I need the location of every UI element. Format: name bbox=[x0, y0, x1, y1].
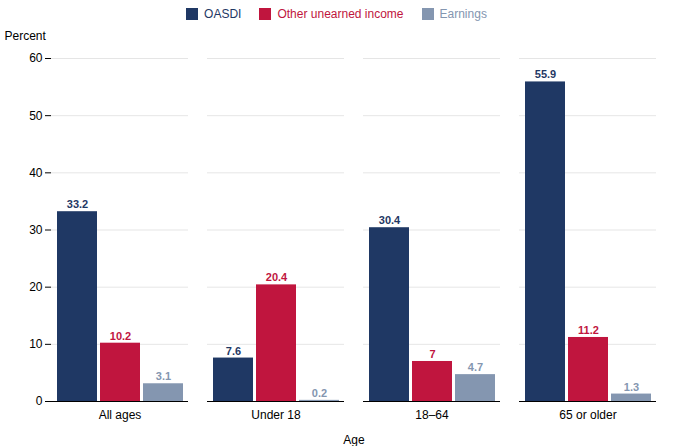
svg-text:Percent: Percent bbox=[5, 29, 47, 43]
svg-text:20: 20 bbox=[29, 280, 43, 294]
svg-text:20.4: 20.4 bbox=[266, 271, 288, 283]
svg-text:55.9: 55.9 bbox=[535, 68, 556, 80]
svg-text:10.2: 10.2 bbox=[110, 330, 131, 342]
svg-text:33.2: 33.2 bbox=[67, 198, 88, 210]
svg-text:Under 18: Under 18 bbox=[251, 408, 301, 422]
svg-text:7.6: 7.6 bbox=[226, 345, 241, 357]
html-text:Earnings: Earnings bbox=[439, 7, 487, 21]
html-text:Other unearned income: Other unearned income bbox=[277, 7, 404, 21]
svg-text:3.1: 3.1 bbox=[156, 370, 171, 382]
svg-text:50: 50 bbox=[29, 109, 43, 123]
svg-text:65 or older: 65 or older bbox=[559, 408, 616, 422]
svg-text:0.2: 0.2 bbox=[312, 387, 327, 399]
svg-text:30.4: 30.4 bbox=[379, 214, 401, 226]
svg-text:1.3: 1.3 bbox=[624, 381, 639, 393]
svg-text:Age: Age bbox=[343, 433, 365, 446]
svg-text:18–64: 18–64 bbox=[415, 408, 449, 422]
svg-text:30: 30 bbox=[29, 223, 43, 237]
svg-text:10: 10 bbox=[29, 337, 43, 351]
svg-text:40: 40 bbox=[29, 166, 43, 180]
svg-text:7: 7 bbox=[429, 348, 435, 360]
svg-text:0: 0 bbox=[36, 394, 43, 408]
svg-text:60: 60 bbox=[29, 51, 43, 65]
svg-text:All ages: All ages bbox=[99, 408, 142, 422]
svg-text:11.2: 11.2 bbox=[578, 324, 599, 336]
svg-text:4.7: 4.7 bbox=[468, 361, 483, 373]
html-text:OASDI: OASDI bbox=[204, 7, 242, 21]
